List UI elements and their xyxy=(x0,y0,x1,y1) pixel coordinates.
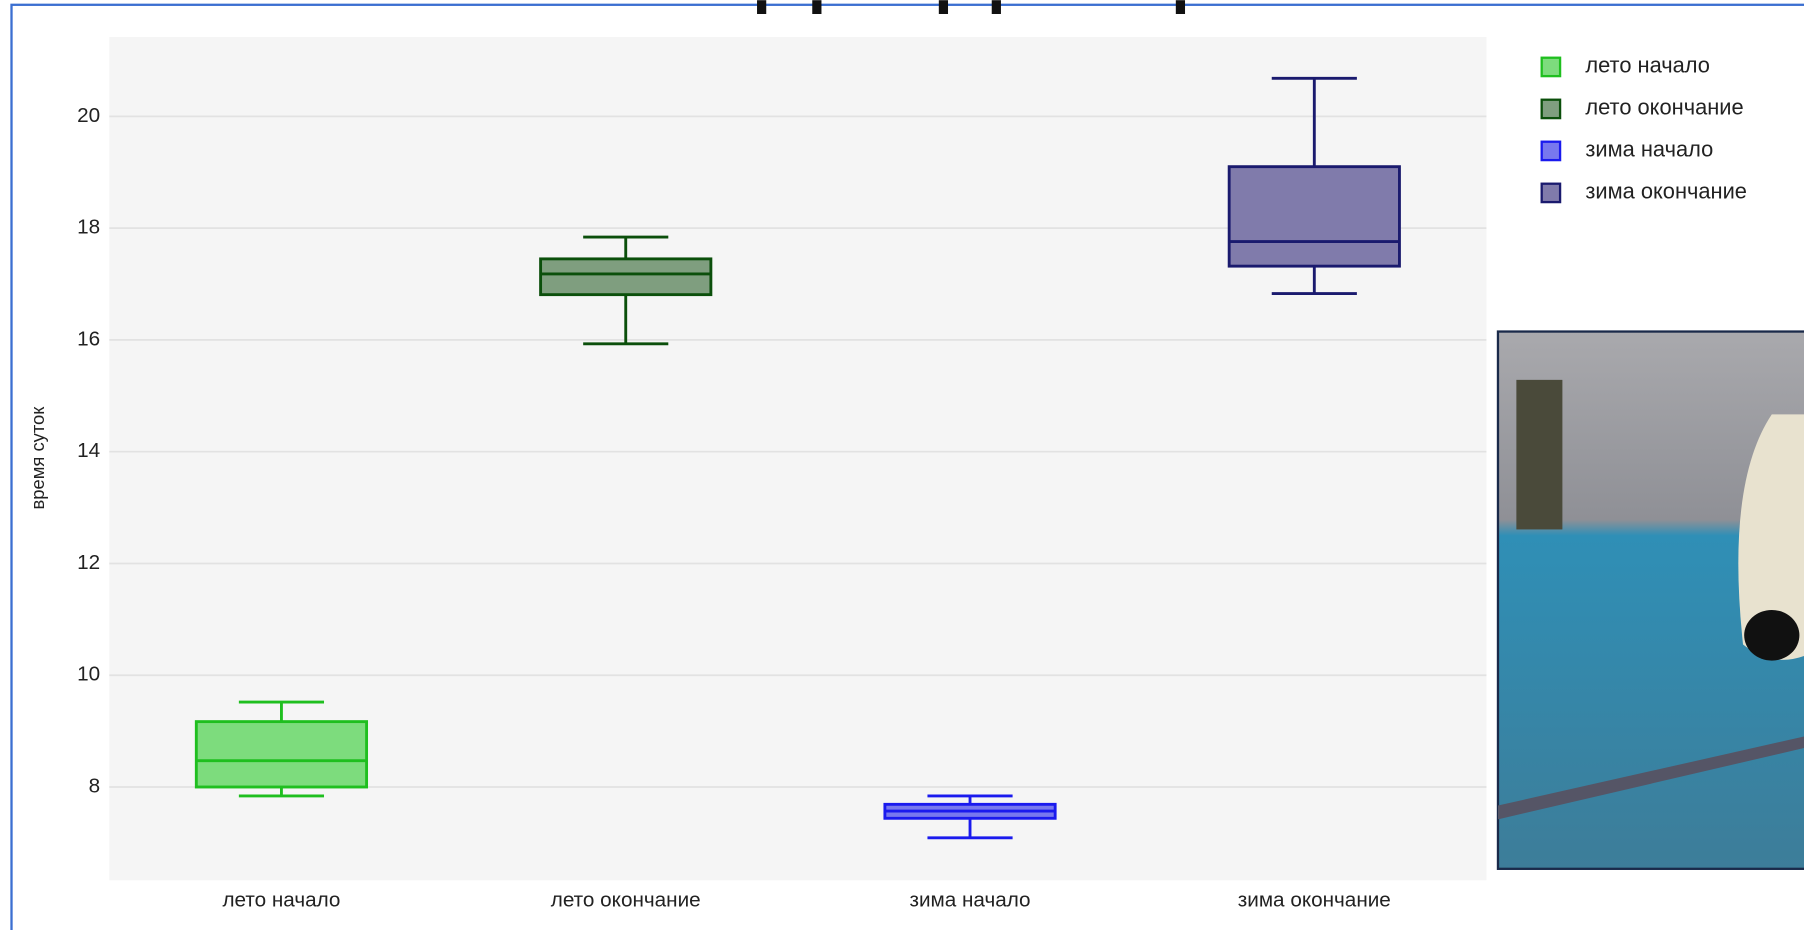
y-tick-label: 18 xyxy=(77,216,100,239)
x-tick-label: лето начало xyxy=(222,889,340,912)
box xyxy=(539,257,713,297)
legend-swatch xyxy=(1540,98,1562,120)
legend-swatch xyxy=(1540,182,1562,204)
cropped-title xyxy=(757,0,1186,15)
photo xyxy=(1496,330,1804,870)
legend-swatch xyxy=(1540,140,1562,162)
legend-label: зима окончание xyxy=(1585,179,1747,204)
legend-label: лето начало xyxy=(1585,53,1710,78)
y-tick-label: 10 xyxy=(77,663,100,686)
x-tick-label: зима окончание xyxy=(1238,889,1391,912)
y-axis-label: время суток xyxy=(27,406,48,510)
y-tick-label: 12 xyxy=(77,551,100,574)
legend-swatch xyxy=(1540,56,1562,78)
y-tick-label: 20 xyxy=(77,104,100,127)
window-frame xyxy=(10,3,1804,930)
legend-label: зима начало xyxy=(1585,137,1713,162)
y-tick-label: 8 xyxy=(89,774,101,797)
box xyxy=(1227,165,1401,268)
box xyxy=(194,720,369,789)
x-tick-label: лето окончание xyxy=(551,889,701,912)
x-tick-label: зима начало xyxy=(909,889,1030,912)
legend-label: лето окончание xyxy=(1585,95,1743,120)
y-tick-label: 14 xyxy=(77,439,100,462)
y-tick-label: 16 xyxy=(77,327,100,350)
